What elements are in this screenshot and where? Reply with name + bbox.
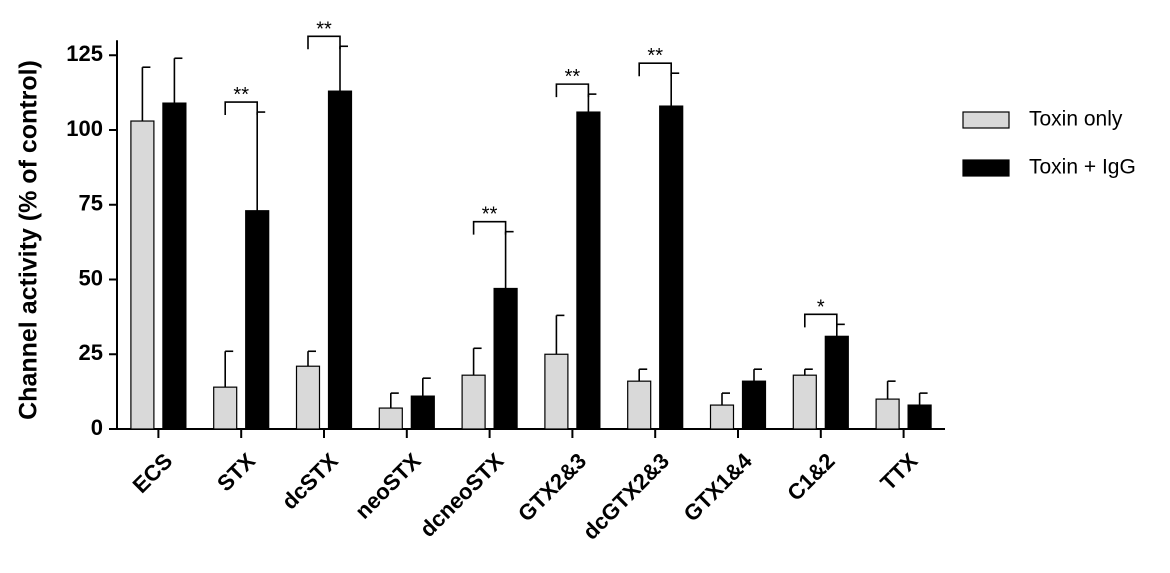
significance-label: ** (233, 84, 249, 106)
x-tick-label: STX (212, 448, 260, 496)
legend-label: Toxin only (1029, 108, 1123, 131)
y-tick-label: 0 (91, 415, 103, 440)
significance-label: * (817, 296, 825, 318)
bar-toxin-igg (245, 210, 270, 430)
x-tick-label: TTX (875, 448, 922, 495)
bar-toxin-only (213, 386, 238, 430)
significance-bracket (638, 62, 672, 77)
x-tick-label: dcneoSTX (415, 448, 509, 542)
bar-toxin-igg (576, 111, 601, 430)
legend: Toxin only Toxin + IgG (962, 108, 1136, 179)
bar-toxin-igg (824, 335, 849, 430)
bar-toxin-only (875, 398, 900, 430)
bar-toxin-only (544, 353, 569, 430)
significance-bracket (804, 313, 838, 328)
significance-bracket (472, 220, 507, 235)
y-tick-label: 100 (66, 116, 103, 141)
significance-bracket (224, 101, 258, 116)
x-tick-label: neoSTX (350, 448, 426, 524)
bar-toxin-only (295, 365, 321, 430)
bar-toxin-only (461, 374, 486, 430)
error-bars (141, 45, 928, 409)
y-tick-label: 25 (79, 340, 103, 365)
significance-bracket (307, 35, 341, 50)
x-tick-label: dcSTX (277, 448, 343, 514)
significance-label: ** (565, 66, 581, 88)
bar-toxin-only (709, 404, 735, 430)
bar-toxin-igg (162, 102, 187, 430)
legend-label: Toxin + IgG (1029, 156, 1136, 179)
legend-swatch (962, 111, 1010, 129)
significance-label: ** (482, 204, 498, 226)
x-tick-label: GTX1&4 (679, 448, 758, 527)
bar-toxin-only (130, 120, 155, 430)
y-tick-label: 125 (66, 41, 103, 66)
x-tick-label: GTX2&3 (513, 448, 591, 526)
y-tick-label: 50 (79, 265, 103, 290)
x-tick-label: C1&2 (782, 448, 839, 505)
bar-toxin-only (627, 380, 652, 430)
significance-label: ** (316, 18, 332, 40)
bar-toxin-igg (327, 90, 353, 430)
legend-swatch (962, 159, 1010, 177)
bar-toxin-igg (410, 395, 435, 430)
bar-toxin-only (792, 374, 817, 430)
bar-toxin-only (378, 407, 403, 430)
bar-toxin-igg (741, 380, 767, 430)
x-tick-label: ECS (128, 448, 178, 498)
bar-toxin-igg (907, 404, 932, 430)
significance-brackets: *********** (224, 18, 838, 328)
bar-toxin-igg (493, 287, 518, 430)
y-axis-label: Channel activity (% of control) (15, 60, 43, 420)
y-tick-label: 75 (79, 191, 103, 216)
significance-bracket (555, 83, 590, 98)
bar-toxin-igg (659, 105, 684, 430)
bars (130, 90, 932, 430)
x-tick-label: dcGTX2&3 (578, 448, 674, 544)
significance-label: ** (647, 45, 663, 67)
